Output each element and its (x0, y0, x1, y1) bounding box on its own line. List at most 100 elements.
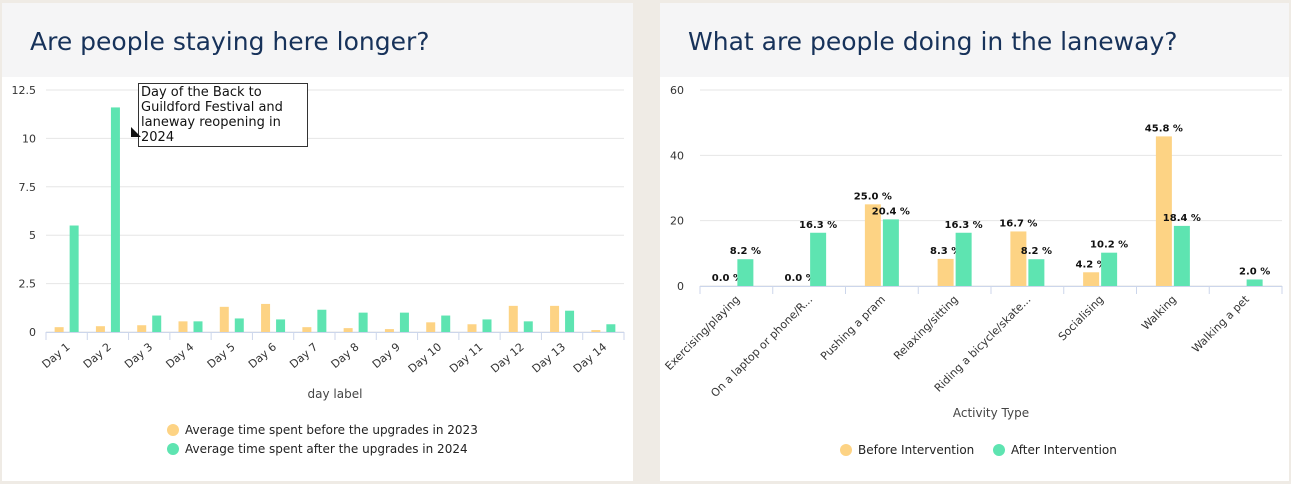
bar (261, 303, 271, 332)
bar (426, 322, 436, 332)
data-label: 8.2 % (730, 246, 761, 257)
bar (810, 232, 827, 286)
legend-marker (167, 424, 179, 436)
data-label: 2.0 % (1239, 266, 1270, 277)
bar (343, 328, 353, 332)
bar (95, 326, 105, 332)
bar (358, 312, 368, 332)
data-label: 0.0 % (712, 273, 743, 284)
chart-panel-staying: Are people staying here longer? 0 2.5 5 7.5… (2, 3, 633, 481)
bar (317, 309, 327, 332)
legend-entry: Average time spent before the upgrades i… (185, 423, 478, 437)
bar (234, 318, 244, 332)
panel-header: Are people staying here longer? (2, 3, 633, 77)
x-axis-title: day label (308, 387, 363, 401)
y-tick-label: 60 (670, 84, 684, 97)
bar (1010, 231, 1027, 286)
bar (54, 327, 64, 332)
data-label: 16.3 % (945, 220, 983, 231)
x-tick-label: Socialising (1056, 293, 1107, 344)
legend-marker (993, 444, 1005, 456)
bar (482, 319, 492, 332)
y-tick-label: 40 (670, 149, 684, 162)
data-label: 25.0 % (854, 191, 892, 202)
legend-entry: After Intervention (1011, 443, 1117, 457)
bar (864, 204, 881, 286)
bar (955, 232, 972, 286)
data-label: 0.0 % (785, 273, 816, 284)
x-tick-label: Day 8 (329, 340, 362, 371)
bar (1246, 279, 1263, 286)
data-label: 10.2 % (1090, 240, 1128, 251)
x-tick-label: Day 9 (370, 340, 403, 371)
bar (193, 321, 203, 332)
bar (1173, 225, 1190, 286)
x-tick-label: Day 14 (571, 340, 609, 375)
bar-chart-activities: 0 20 40 60 0.0 % 8.2 % Exercising/playing 0.0 %… (663, 84, 1283, 457)
x-tick-label: Day 6 (246, 340, 279, 371)
annotation-pointer-icon (131, 127, 141, 137)
bar (137, 325, 147, 332)
y-tick-label: 5 (29, 229, 36, 242)
x-tick-label: Walking (1139, 293, 1179, 333)
y-tick-label: 10 (22, 132, 36, 145)
x-tick-label: Pushing a pram (818, 293, 888, 363)
data-label: 18.4 % (1163, 213, 1201, 224)
bar-chart-time-spent: 0 2.5 5 7.5 10 12.5 Day 1 Day 2 Day 3 Day 4 Day 5 D… (12, 84, 625, 456)
bar (882, 219, 899, 286)
bar (276, 319, 286, 332)
bar (69, 225, 79, 332)
bar (1083, 272, 1100, 286)
legend-marker (167, 443, 179, 455)
panel-title: What are people doing in the laneway? (688, 27, 1178, 56)
x-tick-label: Day 12 (488, 340, 526, 375)
data-label: 45.8 % (1145, 123, 1183, 134)
bar (591, 330, 601, 332)
y-tick-label: 0 (677, 280, 684, 293)
data-label: 16.7 % (999, 218, 1037, 229)
bar (302, 327, 312, 332)
panel-title: Are people staying here longer? (30, 27, 430, 56)
data-label: 8.3 % (930, 246, 961, 257)
bar (110, 107, 120, 332)
bar (399, 312, 409, 332)
y-tick-label: 7.5 (19, 181, 37, 194)
bar (737, 259, 754, 286)
bar (219, 306, 229, 332)
legend-entry: Before Intervention (858, 443, 974, 457)
x-tick-label: Day 1 (40, 340, 73, 371)
x-tick-label: Relaxing/sitting (891, 293, 961, 363)
bar (441, 315, 451, 332)
x-tick-label: Day 7 (287, 340, 320, 371)
bar (937, 258, 954, 286)
x-tick-label: Day 11 (447, 340, 485, 375)
bar (152, 315, 162, 332)
y-tick-label: 0 (29, 326, 36, 339)
data-label: 20.4 % (872, 206, 910, 217)
bar (550, 305, 560, 332)
chart-panel-activities: What are people doing in the laneway? 0 2… (660, 3, 1289, 481)
bar (508, 305, 518, 332)
x-tick-label: Day 13 (530, 340, 568, 375)
bar (1155, 136, 1172, 286)
panel-header: What are people doing in the laneway? (660, 3, 1289, 77)
legend-marker (840, 444, 852, 456)
x-tick-label: Day 5 (205, 340, 238, 371)
bar (523, 321, 533, 332)
x-tick-label: Exercising/playing (663, 293, 743, 373)
festival-annotation: Day of the Back to Guildford Festival an… (138, 83, 308, 147)
legend-entry: Average time spent after the upgrades in… (185, 442, 468, 456)
bar (1028, 259, 1045, 286)
x-axis-title: Activity Type (953, 406, 1029, 420)
data-label: 4.2 % (1076, 259, 1107, 270)
bar (178, 321, 188, 332)
data-label: 16.3 % (799, 220, 837, 231)
y-tick-label: 2.5 (19, 278, 37, 291)
data-label: 8.2 % (1021, 246, 1052, 257)
x-tick-label: Day 3 (122, 340, 155, 371)
bar (384, 329, 394, 332)
bar (565, 310, 575, 332)
y-tick-label: 12.5 (12, 84, 37, 97)
x-tick-label: Walking a pet (1189, 292, 1252, 355)
bar (606, 324, 616, 332)
